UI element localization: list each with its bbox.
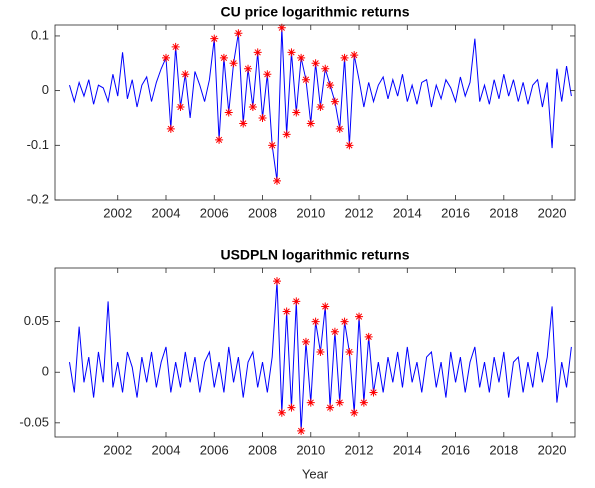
star-marker [287, 48, 296, 57]
star-marker [272, 277, 281, 286]
star-marker [335, 398, 344, 407]
x-tick-label: 2004 [152, 205, 181, 220]
x-tick-label: 2020 [538, 205, 567, 220]
star-marker [301, 337, 310, 346]
x-tick-label: 2012 [345, 442, 374, 457]
x-tick-label: 2008 [248, 442, 277, 457]
axes-box [54, 24, 576, 201]
star-marker [321, 64, 330, 73]
star-marker [272, 176, 281, 185]
star-marker [326, 81, 335, 90]
star-marker [359, 398, 368, 407]
star-marker [253, 48, 262, 57]
star-marker [277, 408, 286, 417]
star-marker [292, 297, 301, 306]
star-marker [345, 347, 354, 356]
x-tick-label: 2006 [200, 442, 229, 457]
x-tick-label: 2002 [103, 442, 132, 457]
x-axis-label: Year [302, 466, 329, 481]
star-marker [277, 23, 286, 32]
plot-area [55, 268, 575, 437]
star-marker [311, 317, 320, 326]
star-marker [369, 388, 378, 397]
x-tick-label: 2018 [489, 205, 518, 220]
star-marker [297, 426, 306, 435]
star-marker [215, 135, 224, 144]
x-tick-label: 2006 [200, 205, 229, 220]
x-tick-label: 2004 [152, 442, 181, 457]
x-tick-label: 2014 [393, 442, 422, 457]
star-marker [330, 327, 339, 336]
star-marker [330, 97, 339, 106]
y-tick-label: 0 [42, 364, 49, 379]
star-marker [229, 59, 238, 68]
star-marker [258, 113, 267, 122]
star-marker [321, 302, 330, 311]
star-marker [364, 332, 373, 341]
star-marker [301, 75, 310, 84]
star-marker [248, 103, 257, 112]
y-tick-label: -0.1 [27, 137, 49, 152]
star-marker [234, 29, 243, 38]
x-tick-label: 2014 [393, 205, 422, 220]
y-tick-label: 0.1 [31, 27, 49, 42]
x-tick-label: 2010 [296, 442, 325, 457]
star-marker [263, 70, 272, 79]
star-marker [292, 108, 301, 117]
x-tick-label: 2020 [538, 442, 567, 457]
star-marker [316, 347, 325, 356]
y-tick-label: 0.05 [24, 313, 49, 328]
x-tick-label: 2016 [441, 442, 470, 457]
axes-box [54, 267, 576, 438]
star-marker [244, 64, 253, 73]
star-marker [239, 119, 248, 128]
star-marker [282, 130, 291, 139]
x-tick-label: 2010 [296, 205, 325, 220]
star-marker [210, 34, 219, 43]
star-marker [171, 42, 180, 51]
x-tick-label: 2018 [489, 442, 518, 457]
star-marker [287, 403, 296, 412]
star-marker [306, 119, 315, 128]
y-tick-label: 0 [42, 82, 49, 97]
x-tick-label: 2002 [103, 205, 132, 220]
star-marker [268, 141, 277, 150]
plot-area [55, 25, 575, 200]
star-marker [316, 103, 325, 112]
star-marker [335, 124, 344, 133]
star-marker [355, 312, 364, 321]
star-marker [350, 408, 359, 417]
star-marker [306, 398, 315, 407]
x-tick-label: 2016 [441, 205, 470, 220]
x-tick-label: 2012 [345, 205, 374, 220]
star-marker [340, 317, 349, 326]
star-marker [345, 141, 354, 150]
star-marker [326, 403, 335, 412]
star-marker [181, 70, 190, 79]
star-marker [297, 53, 306, 62]
star-marker [224, 108, 233, 117]
x-tick-label: 2008 [248, 205, 277, 220]
star-marker [350, 51, 359, 60]
star-marker [282, 307, 291, 316]
star-marker [161, 53, 170, 62]
chart-title: USDPLN logarithmic returns [220, 247, 409, 263]
chart-title: CU price logarithmic returns [220, 4, 409, 20]
star-marker [176, 103, 185, 112]
star-marker [311, 59, 320, 68]
star-marker [340, 53, 349, 62]
star-marker [166, 124, 175, 133]
y-tick-label: -0.2 [27, 191, 49, 206]
star-marker [219, 53, 228, 62]
y-tick-label: -0.05 [19, 414, 49, 429]
